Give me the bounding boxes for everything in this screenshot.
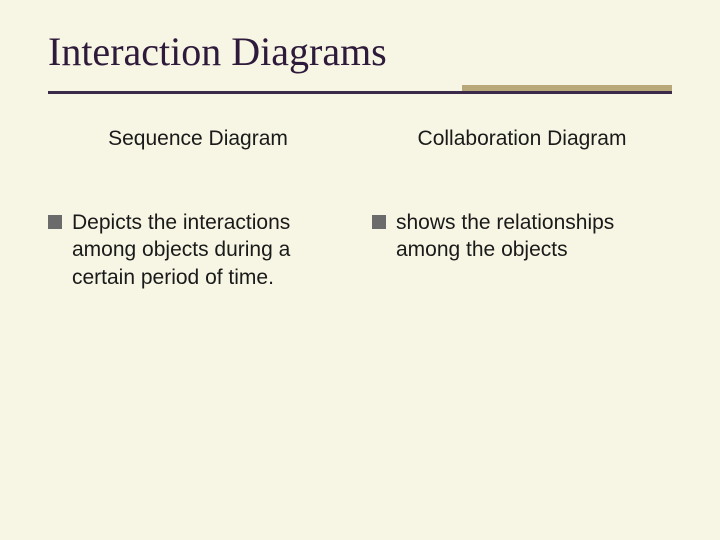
column-left-bullet-text: Depicts the interactions among objects d… — [72, 209, 348, 291]
column-left-header: Sequence Diagram — [48, 127, 348, 151]
column-left: Sequence Diagram Depicts the interaction… — [48, 127, 348, 291]
bullet-square-icon — [372, 215, 386, 229]
title-rule — [48, 85, 672, 99]
column-right-header: Collaboration Diagram — [372, 127, 672, 151]
columns: Sequence Diagram Depicts the interaction… — [48, 127, 672, 291]
rule-main — [48, 91, 672, 94]
list-item: Depicts the interactions among objects d… — [48, 209, 348, 291]
bullet-square-icon — [48, 215, 62, 229]
list-item: shows the relationships among the object… — [372, 209, 672, 264]
column-right: Collaboration Diagram shows the relation… — [372, 127, 672, 291]
slide: Interaction Diagrams Sequence Diagram De… — [0, 0, 720, 540]
slide-title: Interaction Diagrams — [48, 28, 672, 75]
column-right-bullet-text: shows the relationships among the object… — [396, 209, 672, 264]
